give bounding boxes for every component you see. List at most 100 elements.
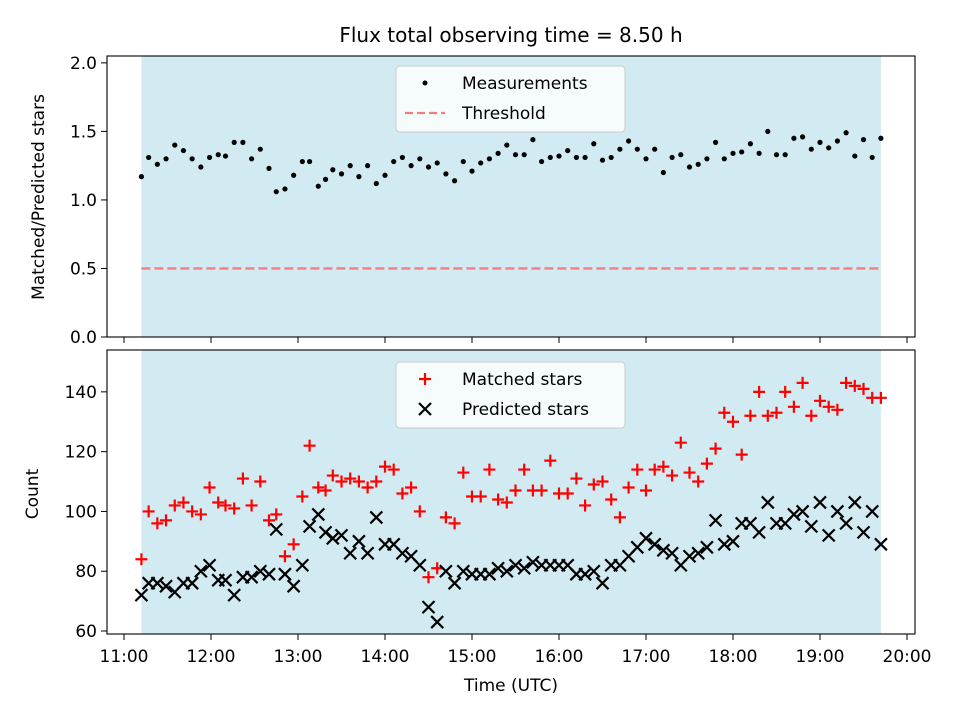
matched-star-point	[245, 499, 258, 512]
matched-star-point	[203, 481, 216, 494]
measurement-point	[565, 147, 571, 154]
matched-star-point	[605, 493, 618, 506]
figure-title: Flux total observing time = 8.50 h	[339, 23, 682, 47]
predicted-star-point	[848, 495, 862, 510]
predicted-star-point	[227, 588, 241, 602]
measurement-point	[808, 146, 814, 152]
matched-star-point	[326, 469, 339, 482]
matched-star-point	[194, 508, 207, 521]
predicted-star-point	[413, 558, 427, 573]
measurement-point	[599, 157, 606, 163]
measurement-point	[382, 172, 388, 178]
predicted-star-point	[500, 564, 514, 578]
legend-matched-label: Matched stars	[462, 370, 582, 390]
matched-star-point	[344, 472, 357, 485]
measurement-point	[307, 158, 313, 165]
matched-star-point	[613, 511, 626, 524]
predicted-star-point	[134, 588, 149, 602]
matched-star-point	[753, 385, 766, 398]
matched-star-point	[370, 475, 383, 488]
x-tick-label: 19:00	[796, 647, 845, 667]
measurement-point	[408, 163, 414, 169]
matched-star-point	[657, 460, 670, 473]
top-y-tick-label: 2.0	[70, 54, 97, 74]
predicted-star-point	[262, 567, 276, 581]
measurement-point	[282, 186, 288, 192]
predicted-star-point	[821, 528, 836, 543]
matched-star-point	[761, 409, 774, 422]
matched-star-point	[160, 514, 173, 527]
measurement-point	[617, 146, 623, 152]
matched-star-point	[483, 463, 496, 476]
measurement-point	[146, 154, 152, 161]
measurement-point	[154, 161, 160, 167]
matched-star-point	[596, 475, 609, 488]
predicted-star-point	[682, 549, 697, 564]
top-y-axis-label: Matched/Predicted stars	[29, 94, 49, 300]
matched-star-point	[379, 460, 391, 473]
measurement-point	[878, 135, 884, 141]
matched-star-point	[236, 472, 249, 485]
matched-star-point	[335, 475, 348, 488]
matched-star-point	[405, 481, 418, 494]
x-tick-label: 13:00	[274, 647, 323, 667]
measurement-point	[189, 156, 195, 162]
predicted-star-point	[700, 540, 714, 555]
top-y-tick-label: 0.0	[70, 328, 97, 348]
predicted-star-point	[517, 561, 531, 576]
measurement-point	[721, 156, 727, 162]
predicted-star-point	[159, 579, 173, 593]
matched-star-point	[674, 436, 687, 449]
predicted-star-point	[295, 558, 310, 573]
matched-star-point	[352, 475, 365, 488]
measurement-point	[573, 154, 580, 161]
measurement-point	[299, 158, 305, 165]
matched-star-point	[492, 493, 505, 506]
predicted-star-point	[302, 519, 317, 534]
matched-star-point	[474, 490, 487, 503]
predicted-star-point	[150, 576, 165, 590]
matched-star-point	[822, 400, 835, 413]
predicted-star-point	[865, 504, 879, 519]
measurement-point	[539, 158, 545, 165]
matched-star-point	[544, 454, 557, 467]
matched-star-point	[587, 478, 600, 491]
measurement-point	[869, 154, 875, 161]
predicted-star-point	[708, 513, 723, 528]
bottom-panel-frame	[106, 349, 916, 635]
measurement-point	[266, 165, 272, 171]
matched-star-point	[779, 385, 792, 398]
matched-star-point	[135, 553, 148, 566]
predicted-star-point	[587, 564, 601, 578]
measurement-point	[231, 139, 237, 145]
matched-star-point	[270, 508, 283, 521]
matched-star-point	[448, 517, 461, 530]
measurement-point	[215, 152, 221, 158]
legend-predicted-marker	[418, 402, 432, 416]
measurement-point	[826, 145, 832, 151]
measurement-point	[391, 158, 397, 165]
matched-star-point	[535, 484, 548, 497]
predicted-star-point	[856, 525, 871, 540]
measurement-point	[452, 178, 458, 184]
matched-star-point	[439, 511, 452, 524]
matched-star-point	[857, 382, 870, 395]
x-tick-label: 18:00	[709, 647, 758, 667]
x-tick-label: 20:00	[883, 647, 932, 667]
legend-measurements-label: Measurements	[462, 74, 588, 94]
matched-star-point	[840, 376, 853, 389]
predicted-star-point	[360, 546, 375, 561]
measurement-point	[686, 164, 693, 170]
matched-star-point	[874, 391, 887, 404]
measurement-point	[138, 174, 144, 180]
matched-star-point	[727, 415, 739, 428]
measurement-point	[495, 150, 501, 156]
x-tick-label: 14:00	[361, 647, 410, 667]
bottom-data-marks	[134, 376, 888, 629]
measurement-point	[399, 154, 405, 161]
measurement-point	[163, 156, 169, 162]
matched-star-point	[219, 499, 232, 512]
matched-star-point	[168, 499, 181, 512]
measurement-point	[460, 158, 466, 165]
